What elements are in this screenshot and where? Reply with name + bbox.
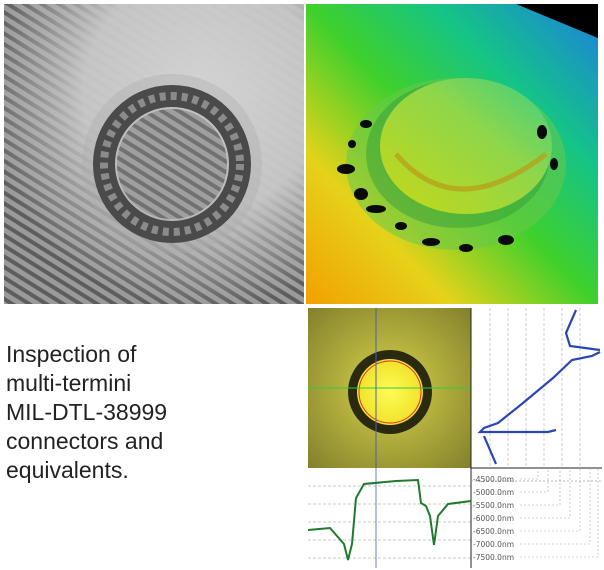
caption-line: multi-termini xyxy=(6,370,132,396)
caption-line: Inspection of xyxy=(6,341,137,367)
caption-line: equivalents. xyxy=(6,457,129,483)
fringe-image xyxy=(4,4,304,304)
scale-label: -4500.0nm xyxy=(473,475,514,484)
scale-label: -6500.0nm xyxy=(473,527,514,536)
scale-label: -7500.0nm xyxy=(473,553,514,562)
horizontal-profile-curve xyxy=(308,478,472,561)
scale-label: -5500.0nm xyxy=(473,501,514,510)
caption-line: MIL-DTL-38999 xyxy=(6,399,168,425)
profile-analysis-panel: -4500.0nm -5000.0nm -5500.0nm -6000.0nm … xyxy=(308,308,602,568)
caption-text: Inspection of multi-termini MIL-DTL-3899… xyxy=(6,340,286,485)
scale-label: -7000.0nm xyxy=(473,540,514,549)
caption-line: connectors and xyxy=(6,428,164,454)
height-scale: -4500.0nm -5000.0nm -5500.0nm -6000.0nm … xyxy=(471,468,602,562)
vertical-profile-curve xyxy=(477,309,601,465)
scale-label: -5000.0nm xyxy=(473,488,514,497)
topography-3d-image xyxy=(306,4,598,304)
scale-label: -6000.0nm xyxy=(473,514,514,523)
top-view-image xyxy=(308,308,471,468)
